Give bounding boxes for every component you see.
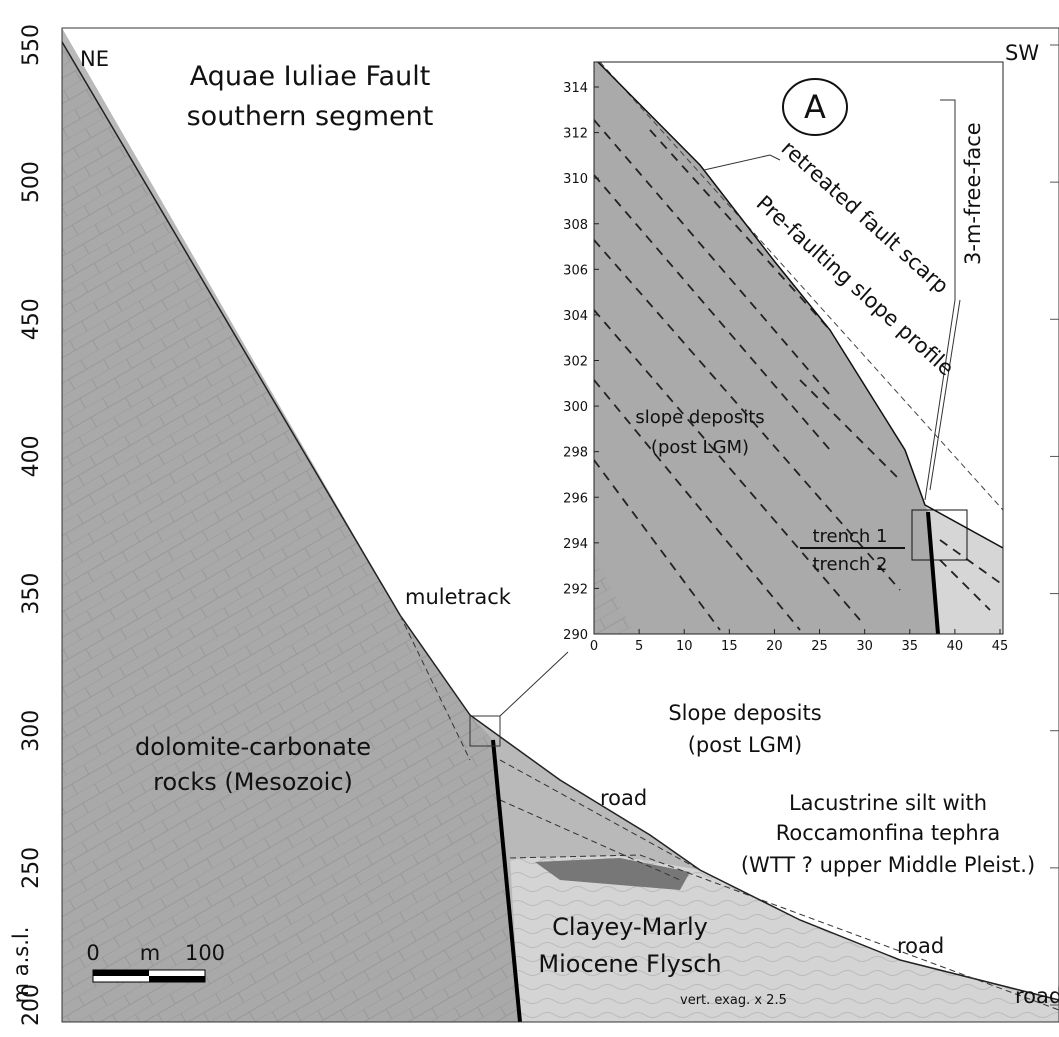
label: trench 2 [812, 554, 887, 575]
scale-label: m [140, 941, 160, 965]
inset: A retreated fault scarp Pre-faulting slo… [593, 61, 1004, 635]
y-tick-label: 310 [563, 172, 588, 187]
y-tick-label: 302 [563, 355, 588, 370]
scale-bar [149, 976, 205, 982]
inset-bedrock [594, 555, 635, 634]
y-tick-label: 250 [19, 847, 44, 889]
flysch-area [510, 856, 1059, 1022]
contacts [399, 614, 1059, 1011]
y-tick-label: 300 [563, 400, 588, 415]
inset-surface [596, 62, 1003, 549]
y-tick-label: 400 [19, 435, 44, 477]
corner-label: NE [80, 47, 109, 71]
y-tick-label: 550 [19, 24, 44, 66]
y-tick-label: 298 [563, 446, 588, 461]
inset-fault [926, 511, 940, 634]
y-tick-label: 296 [563, 491, 588, 506]
y-tick-label: 312 [563, 127, 588, 142]
inset-box [469, 715, 501, 747]
label: road [1015, 984, 1059, 1008]
corner-label: SW [1005, 41, 1039, 65]
y-tick-label: 200 [19, 984, 44, 1026]
x-tick-label: 40 [947, 639, 964, 654]
label: Lacustrine silt with [789, 791, 987, 815]
trench-box [911, 509, 968, 561]
title: southern segment [187, 101, 434, 132]
label: (WTT ? upper Middle Pleist.) [741, 853, 1035, 877]
y-tick-label: 314 [563, 81, 588, 96]
label: vert. exag. x 2.5 [680, 993, 787, 1008]
leaders [703, 99, 961, 501]
x-tick-label: 30 [856, 639, 873, 654]
x-tick-label: 25 [811, 639, 828, 654]
label: Miocene Flysch [538, 950, 721, 978]
y-tick-label: 350 [19, 573, 44, 615]
y-tick-label: 304 [563, 309, 588, 324]
x-tick-label: 45 [992, 639, 1009, 654]
y-tick-label: 294 [563, 537, 588, 552]
y-tick-label: 290 [563, 628, 588, 643]
label: road [897, 934, 944, 958]
label: road [600, 786, 647, 810]
label: Slope deposits [668, 701, 821, 725]
label: Roccamonfina tephra [776, 821, 1000, 845]
pre-faulting-profile [599, 62, 1003, 511]
label: dolomite-carbonate [135, 733, 371, 761]
x-tick-label: 15 [721, 639, 738, 654]
label: (post LGM) [688, 733, 803, 757]
inset-frame [593, 61, 1004, 635]
label: trench 1 [812, 526, 887, 547]
scale-label: 0 [86, 941, 99, 965]
panel-circle [782, 78, 848, 136]
y-tick-label: 500 [19, 161, 44, 203]
y-tick-label: 450 [19, 298, 44, 340]
dolomite-area [62, 28, 520, 1022]
label: rocks (Mesozoic) [153, 768, 353, 796]
x-tick-label: 35 [902, 639, 919, 654]
ground-surface [62, 40, 1059, 1001]
axis-label: m a.s.l. [9, 927, 33, 1004]
inset-slope-area [594, 62, 938, 634]
x-tick-label: 5 [635, 639, 643, 654]
x-tick-label: 20 [766, 639, 783, 654]
y-tick-label: 306 [563, 263, 588, 278]
scale-bar [93, 970, 149, 976]
label: 3-m-free-face [961, 122, 985, 265]
panel-label: A [804, 88, 826, 126]
cross-section [62, 28, 1059, 1022]
frame [61, 27, 1059, 1023]
bedding-lines [594, 119, 1003, 631]
y-tick-label: 308 [563, 218, 588, 233]
scale-label: 100 [185, 941, 225, 965]
x-tick-label: 10 [676, 639, 693, 654]
lacustrine-lens [535, 858, 690, 890]
label: (post LGM) [651, 437, 749, 458]
labels: NE SW Aquae Iuliae Fault southern segmen… [9, 41, 1059, 1008]
label: muletrack [405, 585, 512, 609]
title: Aquae Iuliae Fault [190, 61, 431, 92]
label: Clayey-Marly [552, 913, 708, 941]
y-tick-label: 292 [563, 582, 588, 597]
y-tick-label: 300 [19, 710, 44, 752]
fault [491, 739, 522, 1022]
x-tick-label: 0 [590, 639, 598, 654]
label: slope deposits [635, 407, 764, 428]
arrow [499, 651, 569, 717]
